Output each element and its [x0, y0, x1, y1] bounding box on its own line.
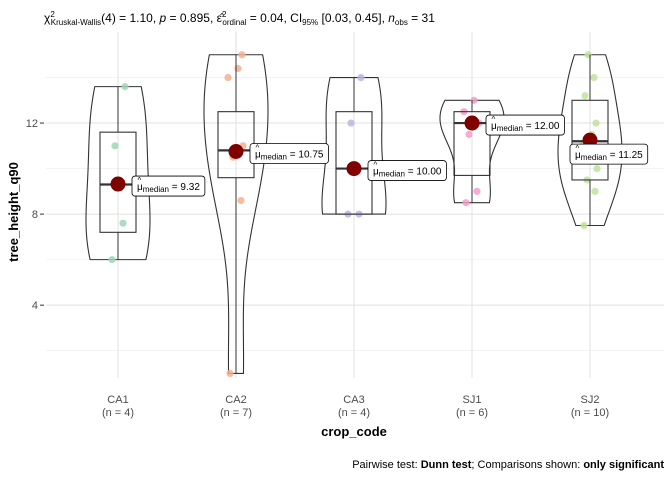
statistic-value: 1.10 — [130, 11, 154, 25]
x-axis-title: crop_code — [321, 424, 387, 439]
statistic-name: Kruskal-Wallis — [51, 18, 101, 27]
data-point — [226, 369, 234, 378]
y-tick-label: 8 — [32, 209, 38, 221]
violin-ca1 — [85, 86, 151, 261]
n-obs-value: 31 — [422, 11, 436, 25]
median-label: μmedian = 12.00^ — [485, 114, 565, 136]
data-point — [593, 164, 601, 173]
median-label-box — [131, 175, 206, 197]
data-point — [224, 73, 232, 82]
effect-size-value: 0.04 — [260, 11, 284, 25]
data-point — [470, 96, 478, 104]
y-axis-ticks: 4 8 12 — [26, 118, 44, 312]
median-dot — [464, 115, 480, 131]
effect-size-name: ordinal — [222, 18, 246, 27]
y-axis-title: tree_height_q90 — [6, 162, 21, 262]
x-tick-count: (n = 7) — [220, 407, 252, 419]
x-tick-label: CA2 — [225, 394, 246, 406]
data-point — [465, 130, 473, 139]
x-tick-count: (n = 4) — [338, 407, 370, 419]
data-point — [591, 187, 599, 195]
median-label: μmedian = 11.25^ — [569, 143, 649, 165]
data-point — [111, 142, 119, 150]
data-point — [580, 221, 588, 230]
chart-caption: Pairwise test: Dunn test; Comparisons sh… — [352, 459, 664, 471]
y-tick-label: 12 — [26, 118, 38, 130]
x-tick-label: SJ1 — [463, 394, 482, 406]
median-label: μmedian = 10.00^ — [367, 160, 447, 181]
data-point — [347, 119, 355, 127]
x-tick-count: (n = 6) — [456, 407, 488, 419]
median-label-text: μmedian = 11.25 — [575, 150, 643, 162]
median-label-text: μmedian = 10.75 — [255, 150, 324, 162]
epsilon-symbol: ε̂ — [217, 11, 224, 25]
data-point — [584, 51, 592, 59]
chart-subtitle: χ2 Kruskal-Wallis(4) = 1.10, p = 0.895, ε… — [44, 10, 435, 27]
data-point — [590, 73, 598, 82]
chi-superscript: 2 — [50, 10, 55, 19]
x-axis-ticks: CA1(n = 4)CA2(n = 7)CA3(n = 4)SJ1(n = 6)… — [102, 394, 609, 419]
data-point — [121, 83, 129, 91]
data-point — [238, 51, 246, 59]
violin-sj2 — [557, 54, 623, 227]
median-label-text: μmedian = 12.00 — [491, 121, 560, 133]
median-label-text: μmedian = 10.00 — [373, 167, 442, 179]
median-dot — [228, 144, 244, 160]
data-point — [473, 187, 481, 195]
violin-ca2 — [203, 54, 269, 374]
x-tick-label: CA1 — [107, 394, 128, 406]
box-sj1 — [453, 111, 491, 176]
y-tick-label: 4 — [32, 300, 38, 312]
data-point — [119, 219, 127, 227]
box-sj2 — [571, 99, 609, 181]
median-markers: μmedian = 9.32^μmedian = 10.75^μmedian =… — [110, 114, 649, 197]
chi-symbol: χ — [44, 11, 51, 25]
data-point — [234, 64, 242, 73]
median-hat: ^ — [256, 144, 260, 153]
p-value: 0.895 — [180, 11, 210, 25]
x-tick-count: (n = 10) — [571, 407, 609, 419]
median-label-box — [249, 143, 329, 164]
median-dot — [110, 176, 126, 192]
data-point — [462, 199, 470, 207]
median-label-box — [367, 160, 447, 181]
x-tick-count: (n = 4) — [102, 407, 134, 419]
ci-value: [0.03, 0.45] — [322, 11, 382, 25]
median-label-text: μmedian = 9.32 — [137, 182, 200, 194]
median-hat: ^ — [492, 115, 496, 124]
median-label: μmedian = 9.32^ — [131, 175, 206, 197]
grid — [46, 32, 664, 378]
median-hat: ^ — [138, 176, 142, 185]
data-point — [108, 256, 116, 264]
median-hat: ^ — [576, 144, 580, 153]
data-point — [581, 92, 589, 100]
data-point — [357, 73, 365, 82]
median-hat: ^ — [374, 161, 378, 170]
ci-level: 95% — [302, 18, 318, 27]
data-point — [592, 119, 600, 127]
x-tick-label: SJ2 — [581, 394, 600, 406]
median-label: μmedian = 10.75^ — [249, 143, 329, 164]
median-dot — [346, 161, 362, 177]
df-value: 4 — [105, 11, 112, 25]
data-point — [237, 196, 245, 205]
median-label-box — [569, 143, 649, 165]
x-tick-label: CA3 — [343, 394, 364, 406]
median-label-box — [485, 114, 565, 136]
